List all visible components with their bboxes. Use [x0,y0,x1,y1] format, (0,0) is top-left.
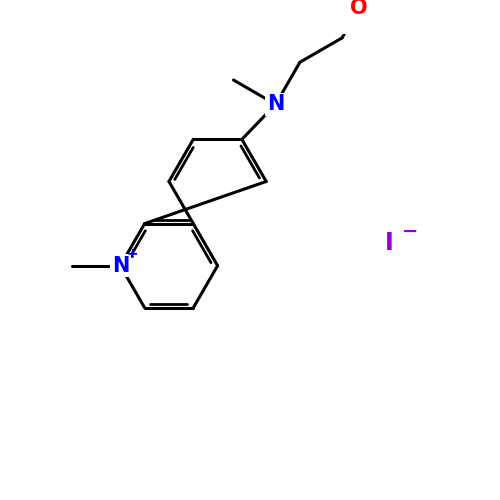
Text: −: − [402,222,418,240]
Text: +: + [126,247,138,261]
Text: O: O [350,0,368,18]
Text: N: N [112,256,129,276]
Text: N: N [267,94,284,114]
Text: I: I [384,230,394,254]
